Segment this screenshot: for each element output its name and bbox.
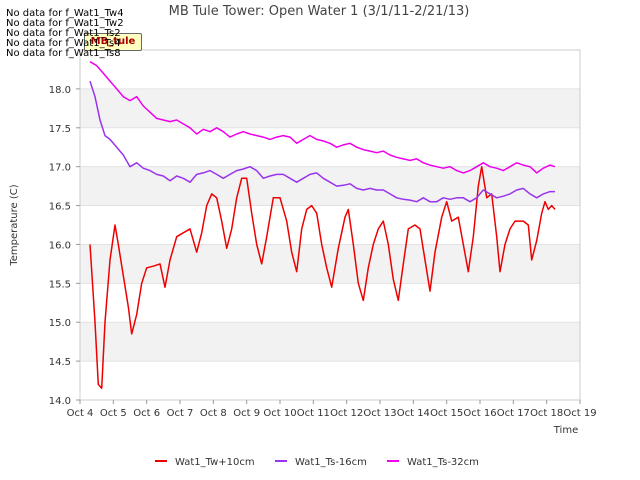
y-tick-label: 15.0 xyxy=(49,318,71,329)
x-tick-label: Oct 14 xyxy=(397,408,430,419)
no-data-message: No data for f_Wat1_Ts4 xyxy=(6,38,121,49)
x-tick-label: Oct 13 xyxy=(363,408,396,419)
no-data-message: No data for f_Wat1_Tw2 xyxy=(6,18,124,29)
y-tick-label: 14.5 xyxy=(49,357,71,368)
x-tick-label: Oct 15 xyxy=(430,408,463,419)
x-tick-label: Oct 16 xyxy=(463,408,496,419)
x-tick-label: Oct 10 xyxy=(263,408,296,419)
y-tick-label: 17.5 xyxy=(49,124,71,135)
x-axis: Oct 4 Oct 5 Oct 6 Oct 7 Oct 8 Oct 9 Oct 10 Oct … xyxy=(67,400,597,419)
y-tick-label: 16.0 xyxy=(49,240,71,251)
x-tick-label: Oct 4 xyxy=(67,408,94,419)
legend-label: Wat1_Tw+10cm xyxy=(175,457,255,468)
no-data-message: No data for f_Wat1_Ts2 xyxy=(6,28,121,39)
y-tick-label: 15.5 xyxy=(49,279,71,290)
site-badge[interactable]: MB_tule xyxy=(84,33,142,51)
chart-title: MB Tule Tower: Open Water 1 (3/1/11-2/21… xyxy=(169,4,470,19)
y-axis: 14.0 14.5 15.0 15.5 16.0 16.5 17.0 17.5 18.0 xyxy=(49,85,80,407)
background-band xyxy=(80,166,580,206)
x-tick-label: Oct 8 xyxy=(200,408,227,419)
legend-label: Wat1_Ts-32cm xyxy=(407,457,479,468)
series-line xyxy=(89,61,556,174)
background-band xyxy=(80,88,580,128)
x-tick-label: Oct 11 xyxy=(297,408,330,419)
legend-label: Wat1_Ts-16cm xyxy=(295,457,367,468)
plot-frame xyxy=(79,49,581,401)
grid-lines xyxy=(80,88,580,401)
y-axis-label: Temperature (C) xyxy=(9,184,20,266)
legend: Wat1_Tw+10cm Wat1_Ts-16cm Wat1_Ts-32cm xyxy=(155,457,479,468)
series-lines xyxy=(89,61,556,390)
x-tick-label: Oct 12 xyxy=(330,408,363,419)
x-tick-label: Oct 19 xyxy=(563,408,596,419)
y-tick-label: 16.5 xyxy=(49,202,71,213)
x-tick-label: Oct 5 xyxy=(100,408,127,419)
no-data-message: No data for f_Wat1_Ts8 xyxy=(6,48,121,59)
x-tick-label: Oct 18 xyxy=(530,408,563,419)
x-tick-label: Oct 17 xyxy=(497,408,530,419)
no-data-message: No data for f_Wat1_Tw4 xyxy=(6,8,124,19)
x-axis-label: Time xyxy=(553,425,578,436)
series-line xyxy=(89,165,556,390)
x-tick-label: Oct 7 xyxy=(167,408,194,419)
background-bands xyxy=(80,88,580,362)
background-band xyxy=(80,322,580,362)
y-tick-label: 18.0 xyxy=(49,85,71,96)
y-tick-label: 17.0 xyxy=(49,163,71,174)
x-tick-label: Oct 9 xyxy=(233,408,260,419)
x-tick-label: Oct 6 xyxy=(133,408,160,419)
y-tick-label: 14.0 xyxy=(49,396,71,407)
series-line xyxy=(89,80,555,203)
background-band xyxy=(80,244,580,284)
